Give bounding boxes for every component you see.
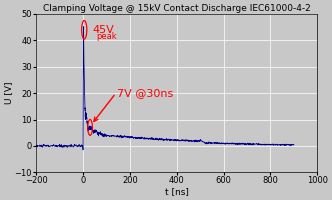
Text: 7V @30ns: 7V @30ns (117, 88, 173, 98)
Y-axis label: U [V]: U [V] (4, 82, 13, 104)
Title: Clamping Voltage @ 15kV Contact Discharge IEC61000-4-2: Clamping Voltage @ 15kV Contact Discharg… (43, 4, 311, 13)
X-axis label: t [ns]: t [ns] (165, 187, 189, 196)
Text: peak: peak (96, 32, 117, 41)
Text: 45V: 45V (92, 25, 114, 35)
